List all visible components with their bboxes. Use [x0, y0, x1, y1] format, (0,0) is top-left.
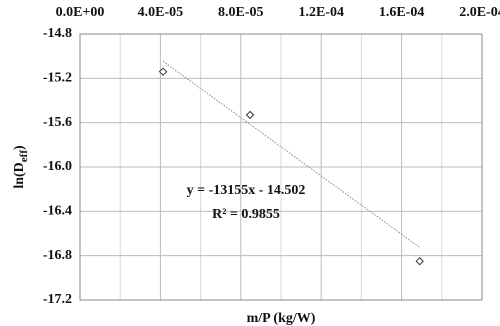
- x-tick-label: 4.0E-05: [138, 5, 184, 20]
- y-tick-label: -15.2: [43, 71, 72, 86]
- x-tick-label: 2.0E-04: [459, 5, 500, 20]
- y-tick-label: -16.0: [43, 159, 72, 174]
- y-tick-label: -16.4: [43, 204, 72, 219]
- x-axis-label: m/P (kg/W): [247, 311, 316, 326]
- y-label-start: ln(D: [12, 162, 27, 188]
- x-tick-label: 0.0E+00: [56, 5, 105, 20]
- x-tick-label: 1.6E-04: [379, 5, 425, 20]
- x-tick-label: 1.2E-04: [298, 5, 344, 20]
- annotation: y = -13155x - 14.502: [187, 183, 306, 198]
- annotation: R² = 0.9855: [212, 207, 280, 222]
- plot-frame: [79, 33, 483, 301]
- y-label-sub: eff: [18, 150, 30, 163]
- y-tick-label: -17.2: [43, 292, 72, 307]
- trendline: [162, 60, 420, 248]
- y-label-end: ): [12, 145, 27, 150]
- point: [158, 67, 168, 76]
- point: [245, 110, 255, 120]
- y-tick-label: -15.6: [43, 115, 72, 130]
- point: [415, 257, 424, 266]
- y-tick-label: -14.8: [43, 26, 72, 41]
- y-axis-label: ln(Deff): [12, 145, 29, 189]
- x-tick-label: 8.0E-05: [218, 5, 264, 20]
- y-tick-label: -16.8: [43, 248, 72, 263]
